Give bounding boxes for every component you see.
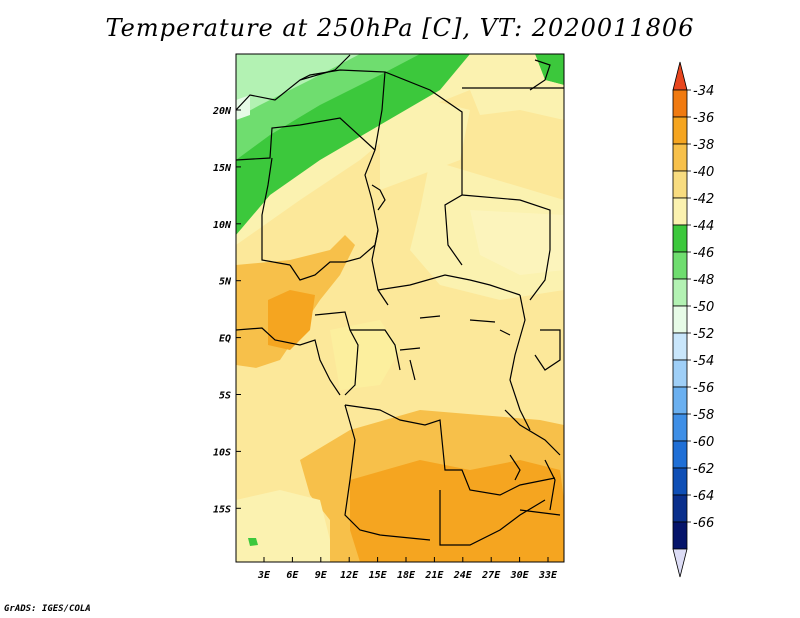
map-frame [235,53,565,563]
lon-label: 15E [369,570,388,581]
colorbar-label: -42 [693,192,714,207]
colorbar-label: -60 [693,435,714,450]
colorbar-label: -48 [693,273,714,288]
lon-label: 12E [340,570,359,581]
country-borders [236,54,564,546]
colorbar-swatch [672,251,688,280]
lon-label: 9E [315,570,328,581]
colorbar-label: -44 [693,219,714,234]
colorbar-label: -50 [693,300,714,315]
colorbar-bottom-arrow [672,548,688,578]
colorbar-label: -66 [693,516,714,531]
lat-label: 5S [219,391,231,402]
colorbar-swatch [672,224,688,253]
lat-label: 20N [212,106,232,117]
colorbar-label: -56 [693,381,714,396]
colorbar-label: -52 [693,327,714,342]
lon-label: 33E [538,570,558,581]
lon-label: 3E [257,570,271,581]
colorbar-swatch [672,305,688,334]
colorbar-label: -64 [693,489,714,504]
lon-label: 30E [510,570,530,581]
colorbar-swatch [672,386,688,415]
colorbar-swatch [672,89,688,118]
colorbar-swatch [672,359,688,388]
colorbar-label: -34 [693,84,714,99]
temperature-field [236,54,564,562]
colorbar-swatch [672,440,688,469]
colorbar-label: -36 [693,111,714,126]
colorbar-swatch [672,143,688,172]
colorbar-swatch [672,467,688,496]
lon-label: 24E [453,570,473,581]
colorbar-swatch [672,413,688,442]
colorbar-swatch [672,170,688,199]
lat-label: 10S [213,447,231,458]
lon-label: 6E [286,570,299,581]
chart-title: Temperature at 250hPa [C], VT: 202001180… [105,14,695,42]
colorbar-swatch [672,197,688,226]
colorbar: -34 -36 -38 -40 -42 -44 -46 -48 -50 -52 -54 -56 -58 -… [672,61,714,578]
lat-label: EQ [219,334,231,345]
lon-label: 21E [424,570,444,581]
lat-label: 5N [219,277,232,288]
lon-label: 18E [397,570,416,581]
colorbar-swatch [672,494,688,523]
longitude-axis: 3E 6E 9E 12E 15E 18E 21E 24E 27E 30E 33E [257,557,558,581]
colorbar-label: -38 [693,138,714,153]
latitude-axis: 20N 15N 10N 5N EQ 5S 10S 15S [212,106,241,515]
grads-credit: GrADS: IGES/COLA [4,604,91,614]
colorbar-label: -46 [693,246,714,261]
colorbar-label: -62 [693,462,714,477]
lat-label: 10N [213,220,232,231]
colorbar-label: -54 [693,354,714,369]
lon-label: 27E [481,570,501,581]
colorbar-swatch [672,521,688,550]
colorbar-swatch [672,278,688,307]
colorbar-swatch [672,116,688,145]
lat-label: 15S [213,504,231,515]
colorbar-top-arrow [672,61,688,91]
colorbar-swatch [672,332,688,361]
lat-label: 15N [213,163,232,174]
colorbar-label: -58 [693,408,714,423]
colorbar-label: -40 [693,165,714,180]
